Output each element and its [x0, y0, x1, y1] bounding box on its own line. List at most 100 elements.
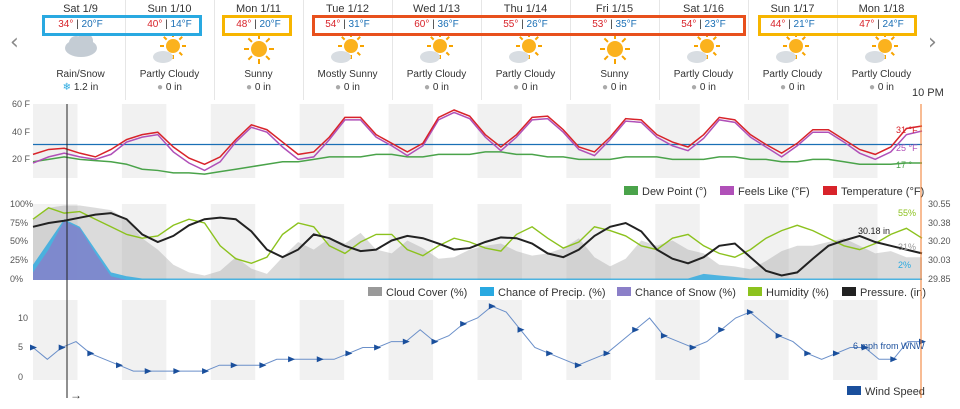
day-separator [214, 0, 215, 100]
precip-amount: ❄ 1.2 in [62, 82, 99, 93]
forecast-day-9[interactable]: Sun 1/17 44° | 21°F Partly Cloudy ● 0 in [748, 0, 837, 100]
day-band [33, 104, 78, 178]
low-temp: 23°F [704, 19, 726, 30]
partly-cloudy-icon [418, 32, 456, 66]
temp-range: 55° | 26°F [503, 19, 548, 30]
right-tick-label: 30.38 [928, 218, 951, 228]
forecast-day-3[interactable]: Mon 1/11 48° | 20°F Sunny ● 0 in [214, 0, 303, 100]
series-line [32, 212, 923, 277]
condition-label: Rain/Snow [56, 69, 105, 80]
series-line [32, 109, 923, 166]
wind-arrow-icon [746, 309, 754, 316]
low-temp: 36°F [437, 19, 459, 30]
wind-arrow-icon [632, 326, 640, 333]
day-separator [125, 0, 126, 100]
right-tick-label: 29.85 [928, 274, 951, 284]
day-separator [659, 0, 660, 100]
y-tick-label: 50% [10, 236, 28, 246]
forecast-day-5[interactable]: Wed 1/13 60° | 36°F Partly Cloudy ● 0 in [392, 0, 481, 100]
day-band [210, 300, 256, 380]
legend-swatch [748, 287, 762, 296]
wind-arrow-icon [431, 338, 439, 345]
temp-range: 48° | 20°F [236, 19, 281, 30]
wind-arrow-icon [460, 320, 468, 327]
next-arrow-button[interactable]: › [928, 30, 937, 55]
end-label: 2% [898, 260, 911, 270]
sunny-icon [240, 32, 278, 66]
forecast-day-2[interactable]: Sun 1/10 40° | 14°F Partly Cloudy ● 0 in [125, 0, 214, 100]
day-band [833, 300, 878, 380]
day-band [655, 300, 700, 380]
precip-amount: ● 0 in [869, 82, 894, 93]
day-band [744, 104, 789, 178]
low-temp: 20°F [81, 19, 103, 30]
wind-arrow-icon [775, 332, 783, 339]
legend-label: Humidity (%) [766, 287, 829, 299]
legend-label: Chance of Snow (%) [635, 287, 736, 299]
forecast-day-1[interactable]: Sat 1/9 34° | 20°F Rain/Snow ❄ 1.2 in [36, 0, 125, 100]
day-band [477, 300, 522, 380]
forecast-day-7[interactable]: Fri 1/15 53° | 35°F Sunny ● 0 in [570, 0, 659, 100]
day-band [388, 204, 434, 280]
high-temp: 60° [414, 19, 430, 30]
end-label: 55% [898, 208, 916, 218]
day-band [655, 104, 700, 178]
temp-range: 54° | 31°F [325, 19, 370, 30]
prev-arrow-button[interactable]: ‹ [10, 30, 19, 55]
wind-arrow-icon [689, 344, 697, 351]
day-label: Mon 1/11 [235, 3, 282, 15]
legend-label: Cloud Cover (%) [386, 287, 467, 299]
highlight-box-red [312, 15, 746, 36]
temp-range: 54° | 23°F [681, 19, 726, 30]
series-area [33, 205, 922, 280]
right-tick-label: 30.55 [928, 199, 951, 209]
forecast-day-4[interactable]: Tue 1/12 54° | 31°F Mostly Sunny ● 0 in [303, 0, 392, 100]
wind-arrow-icon [259, 362, 267, 369]
legend-swatch [847, 386, 861, 395]
condition-label: Partly Cloudy [139, 69, 200, 80]
highlight-box-yellow-2 [758, 15, 917, 36]
precip-amount: ● 0 in [424, 82, 449, 93]
partly-cloudy-icon [151, 32, 189, 66]
legend-swatch [842, 287, 856, 296]
temp-range: 53° | 35°F [592, 19, 637, 30]
y-tick-label: 60 F [12, 99, 31, 109]
wind-arrow-icon [660, 332, 668, 339]
high-temp: 54° [325, 19, 341, 30]
day-label: Sat 1/9 [63, 3, 98, 15]
day-band [299, 300, 345, 380]
end-label: 30.18 in [858, 226, 890, 236]
wind-arrow-icon [832, 350, 840, 357]
precip-amount: ● 0 in [513, 82, 538, 93]
low-temp: 26°F [526, 19, 548, 30]
legend-label: Wind Speed [865, 386, 925, 398]
wind-arrow-icon [58, 344, 66, 351]
day-separator [392, 0, 393, 100]
series-line [32, 151, 922, 175]
temp-range: 44° | 21°F [770, 19, 815, 30]
condition-label: Mostly Sunny [317, 69, 378, 80]
series-line [32, 111, 923, 172]
end-label: 6 mph from WNW [853, 341, 925, 351]
wind-arrow-icon [144, 368, 152, 375]
temp-range: 40° | 14°F [147, 19, 192, 30]
right-tick-label: 30.03 [928, 255, 951, 265]
legend-label: Chance of Precip. (%) [498, 287, 606, 299]
day-separator [748, 0, 749, 100]
precip-amount: ● 0 in [691, 82, 716, 93]
wind-arrow-icon [116, 362, 124, 369]
temp-range: 34° | 20°F [58, 19, 103, 30]
low-temp: 35°F [615, 19, 637, 30]
wind-arrow-icon [574, 362, 582, 369]
high-temp: 54° [681, 19, 697, 30]
forecast-day-8[interactable]: Sat 1/16 54° | 23°F Partly Cloudy ● 0 in [659, 0, 748, 100]
day-band [655, 204, 700, 280]
forecast-day-6[interactable]: Thu 1/14 55° | 26°F Partly Cloudy ● 0 in [481, 0, 570, 100]
condition-label: Partly Cloudy [851, 69, 912, 80]
highlight-box-blue [42, 15, 202, 36]
end-label: 17 ° [896, 160, 913, 170]
day-band [210, 104, 256, 178]
wind-arrow-icon [804, 350, 812, 357]
low-temp: 24°F [882, 19, 904, 30]
